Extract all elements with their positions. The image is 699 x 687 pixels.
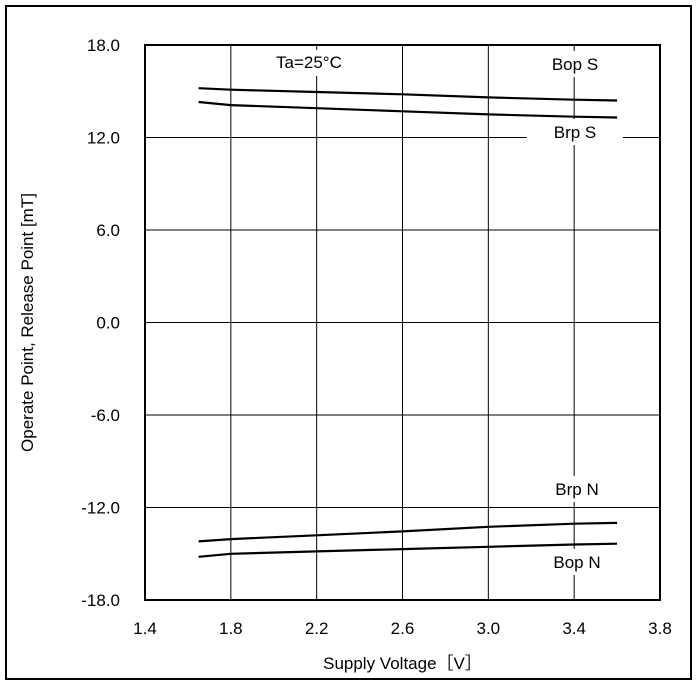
series-label-bg xyxy=(527,119,623,145)
y-tick-label: -6.0 xyxy=(91,406,120,425)
x-tick-label: 3.4 xyxy=(562,619,586,638)
series-labels: Bop S Brp S Brp N Bop N xyxy=(266,50,625,575)
y-tick-label: 0.0 xyxy=(96,314,120,333)
x-tick-label: 2.6 xyxy=(391,619,415,638)
annotation-bg xyxy=(266,50,384,76)
y-axis-label: Operate Point, Release Point [mT] xyxy=(18,193,37,452)
series-label-bg xyxy=(529,476,625,502)
series-group xyxy=(198,87,618,558)
y-tick-label: 18.0 xyxy=(87,36,120,55)
series-label: Bop N xyxy=(553,553,600,572)
series-line-brp-s xyxy=(198,100,618,119)
x-tick-label: 3.0 xyxy=(477,619,501,638)
x-tick-label: 1.4 xyxy=(133,619,157,638)
x-axis-label: Supply Voltage［V］ xyxy=(323,654,482,673)
temperature-annotation: Ta=25°C xyxy=(276,53,342,72)
x-tick-label: 1.8 xyxy=(219,619,243,638)
series-line-brp-n xyxy=(198,521,618,543)
series-label: Brp N xyxy=(555,480,598,499)
series-label: Brp S xyxy=(554,123,597,142)
plot-border xyxy=(144,44,661,601)
x-tick-label: 3.8 xyxy=(648,619,672,638)
series-line-bop-s xyxy=(198,87,618,102)
series-label-bg xyxy=(527,51,623,77)
series-label: Bop S xyxy=(552,55,598,74)
x-tick-label: 2.2 xyxy=(305,619,329,638)
tick-labels: 1.4 1.8 2.2 2.6 3.0 3.4 3.8 18.0 12.0 6.0 0.0 -6.0 -… xyxy=(81,36,672,638)
y-tick-label: -18.0 xyxy=(81,591,120,610)
y-tick-label: 12.0 xyxy=(87,129,120,148)
y-tick-label: -12.0 xyxy=(81,499,120,518)
y-tick-label: 6.0 xyxy=(96,221,120,240)
series-label-bg xyxy=(529,549,625,575)
series-line-bop-n xyxy=(198,542,618,558)
